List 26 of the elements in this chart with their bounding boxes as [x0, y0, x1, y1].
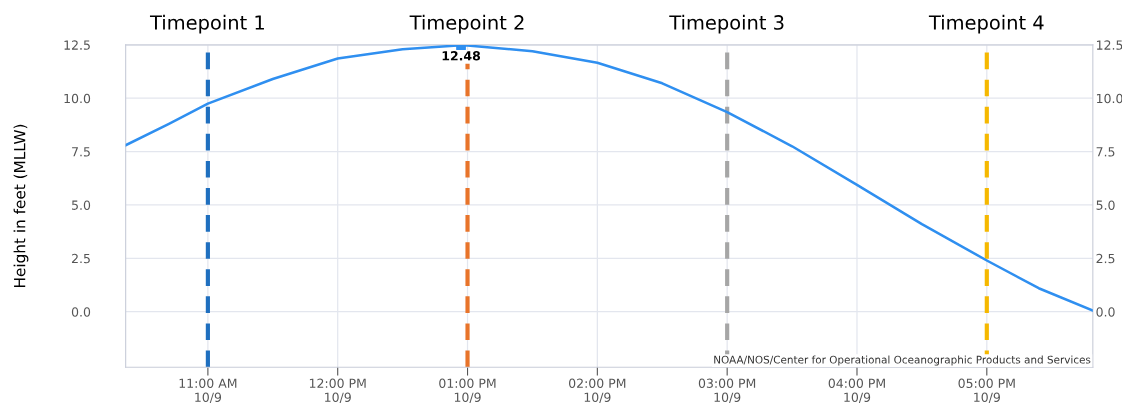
ref-line-label: Timepoint 3	[669, 14, 784, 34]
ref-line-label: Timepoint 1	[149, 14, 264, 34]
y2-tick-label: 12.5	[1096, 40, 1122, 50]
x-tick-label: 03:00 PM 10/9	[698, 378, 756, 403]
x-tick-label: 12:00 PM 10/9	[309, 378, 366, 403]
y-tick-label: 0.0	[71, 307, 91, 317]
x-tick-label: 05:00 PM 10/9	[958, 378, 1015, 403]
ref-line-label: Timepoint 2	[409, 14, 524, 34]
data-label: 12.48	[442, 51, 481, 61]
y-tick-label: 7.5	[72, 147, 90, 157]
y-axis-title: Height in feet (MLLW)	[13, 124, 29, 288]
y-tick-label: 2.5	[71, 253, 90, 264]
y2-tick-label: 2.5	[1096, 253, 1115, 264]
x-tick-label: 01:00 PM 10/9	[439, 378, 496, 403]
y-tick-label: 10.0	[64, 93, 91, 104]
y-tick-label: 12.5	[64, 40, 90, 50]
x-tick-label: 02:00 PM 10/9	[569, 378, 626, 403]
ref-line-label: Timepoint 4	[928, 14, 1044, 34]
y-tick-label: 5.0	[72, 200, 91, 210]
y2-tick-label: 0.0	[1096, 307, 1115, 317]
x-tick-label: 11:00 AM 10/9	[179, 378, 237, 403]
y2-tick-label: 5.0	[1096, 200, 1115, 210]
y2-tick-label: 7.5	[1096, 147, 1115, 157]
x-tick-label: 04:00 PM 10/9	[828, 378, 885, 403]
annotation: NOAA/NOS/Center for Operational Oceanographic Products and Services	[714, 355, 1091, 366]
y2-tick-label: 10.0	[1096, 93, 1122, 104]
